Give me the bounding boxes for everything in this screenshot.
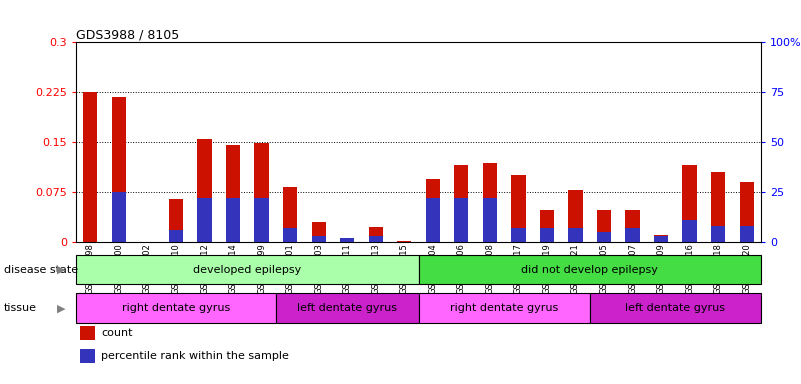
Bar — [418, 293, 590, 323]
Bar — [569, 190, 582, 242]
Bar — [368, 236, 383, 242]
Bar — [425, 179, 440, 242]
Bar — [283, 187, 297, 242]
Bar — [312, 236, 326, 242]
Text: right dentate gyrus: right dentate gyrus — [122, 303, 230, 313]
Bar — [283, 228, 297, 242]
Text: count: count — [101, 328, 132, 338]
Bar — [454, 166, 469, 242]
Bar — [83, 92, 98, 242]
Bar — [197, 198, 211, 242]
Bar — [255, 143, 268, 242]
Bar — [483, 198, 497, 242]
Bar — [739, 182, 754, 242]
Bar — [540, 228, 554, 242]
Bar — [425, 198, 440, 242]
Bar — [255, 198, 268, 242]
Text: GDS3988 / 8105: GDS3988 / 8105 — [76, 28, 179, 41]
Bar — [418, 255, 761, 285]
Bar — [626, 210, 640, 242]
Bar — [540, 210, 554, 242]
Bar — [397, 241, 412, 242]
Bar — [276, 293, 418, 323]
Bar — [312, 222, 326, 242]
Bar — [112, 192, 126, 242]
Text: percentile rank within the sample: percentile rank within the sample — [101, 351, 289, 361]
Text: developed epilepsy: developed epilepsy — [193, 265, 301, 275]
Bar — [226, 146, 240, 242]
Text: tissue: tissue — [4, 303, 37, 313]
Bar — [626, 228, 640, 242]
Bar — [340, 238, 354, 242]
Text: ▶: ▶ — [57, 265, 66, 275]
Bar — [597, 210, 611, 242]
Text: right dentate gyrus: right dentate gyrus — [450, 303, 558, 313]
Bar — [169, 199, 183, 242]
Bar — [454, 198, 469, 242]
Bar — [597, 232, 611, 242]
Bar — [76, 293, 276, 323]
Text: left dentate gyrus: left dentate gyrus — [626, 303, 726, 313]
Bar — [654, 235, 668, 242]
Bar — [368, 227, 383, 242]
Bar — [197, 139, 211, 242]
Bar — [682, 220, 697, 242]
Bar — [739, 226, 754, 242]
Bar — [682, 166, 697, 242]
Bar — [483, 163, 497, 242]
Text: did not develop epilepsy: did not develop epilepsy — [521, 265, 658, 275]
Bar — [711, 172, 725, 242]
Bar — [112, 97, 126, 242]
Bar — [169, 230, 183, 242]
Bar — [76, 255, 418, 285]
Bar — [569, 228, 582, 242]
Bar — [590, 293, 761, 323]
Bar — [511, 228, 525, 242]
Text: disease state: disease state — [4, 265, 78, 275]
Text: ▶: ▶ — [57, 303, 66, 313]
Bar — [511, 175, 525, 242]
Bar — [711, 226, 725, 242]
Text: left dentate gyrus: left dentate gyrus — [297, 303, 397, 313]
Bar — [654, 236, 668, 242]
Bar — [340, 238, 354, 242]
Bar — [226, 198, 240, 242]
